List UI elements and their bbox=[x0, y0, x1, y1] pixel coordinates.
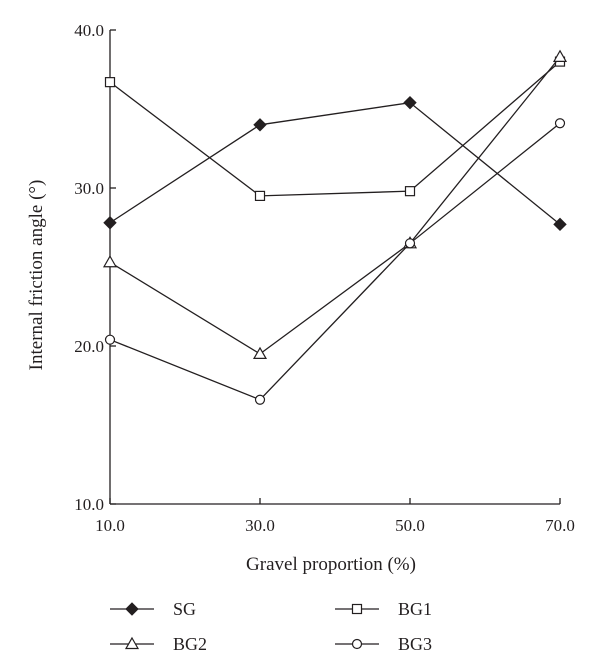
legend-marker-bg3 bbox=[351, 638, 363, 650]
data-point-bg3 bbox=[254, 394, 266, 405]
series-line-bg2 bbox=[109, 56, 561, 355]
data-point-bg3 bbox=[404, 238, 416, 249]
data-point-bg3 bbox=[104, 334, 116, 345]
legend-label-sg: SG bbox=[173, 599, 196, 619]
legend-item-bg2: BG2 bbox=[110, 634, 207, 654]
legend-item-bg3: BG3 bbox=[335, 634, 432, 654]
data-point-bg3 bbox=[554, 118, 566, 129]
legend: SG BG1 BG2 BG3 bbox=[110, 599, 432, 654]
data-point-bg1 bbox=[404, 186, 416, 197]
x-tick-label: 50.0 bbox=[395, 516, 425, 535]
series bbox=[102, 49, 568, 405]
series-bg1 bbox=[104, 56, 566, 201]
series-line-sg bbox=[109, 101, 561, 225]
data-point-bg1 bbox=[104, 77, 116, 88]
series-line-bg1 bbox=[109, 61, 561, 197]
legend-label-bg1: BG1 bbox=[398, 599, 432, 619]
data-point-bg2 bbox=[102, 255, 118, 268]
data-point-bg2 bbox=[252, 346, 268, 359]
axes bbox=[109, 30, 560, 505]
series-bg2 bbox=[102, 49, 568, 359]
data-point-sg bbox=[103, 216, 117, 230]
legend-item-sg: SG bbox=[110, 599, 196, 619]
legend-marker-bg2 bbox=[124, 636, 140, 650]
ticks: 10.0 20.0 30.0 40.0 10.0 30.0 50.0 70.0 bbox=[74, 21, 575, 535]
data-point-bg2 bbox=[552, 49, 568, 62]
x-tick-label: 30.0 bbox=[245, 516, 275, 535]
data-point-bg1 bbox=[254, 190, 266, 201]
legend-marker-bg1 bbox=[351, 603, 363, 615]
data-point-sg bbox=[553, 217, 567, 232]
series-line-bg3 bbox=[109, 122, 561, 401]
data-point-sg bbox=[253, 118, 267, 132]
legend-label-bg2: BG2 bbox=[173, 634, 207, 654]
x-axis-title: Gravel proportion (%) bbox=[246, 554, 416, 575]
legend-label-bg3: BG3 bbox=[398, 634, 432, 654]
y-tick-label: 10.0 bbox=[74, 495, 104, 514]
x-tick-label: 70.0 bbox=[545, 516, 575, 535]
legend-item-bg1: BG1 bbox=[335, 599, 432, 619]
data-point-sg bbox=[403, 95, 417, 110]
series-bg3 bbox=[104, 118, 566, 405]
y-tick-label: 20.0 bbox=[74, 337, 104, 356]
series-sg bbox=[103, 95, 567, 232]
legend-marker-sg bbox=[125, 602, 139, 616]
y-axis-title: Internal friction angle (°) bbox=[26, 180, 47, 371]
x-tick-label: 10.0 bbox=[95, 516, 125, 535]
y-tick-label: 30.0 bbox=[74, 179, 104, 198]
y-tick-label: 40.0 bbox=[74, 21, 104, 40]
